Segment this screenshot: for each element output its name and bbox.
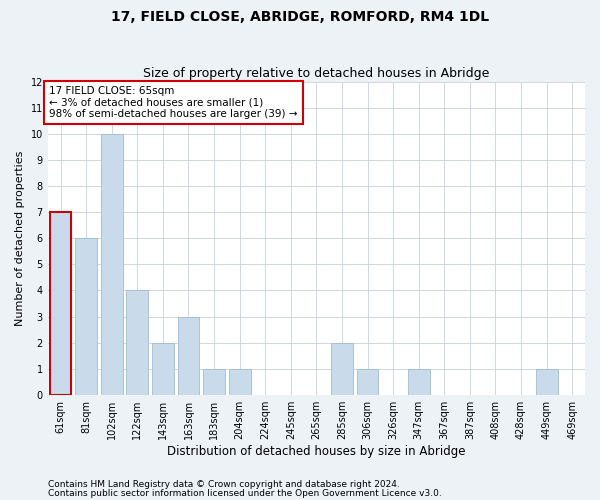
Bar <box>75 238 97 394</box>
Title: Size of property relative to detached houses in Abridge: Size of property relative to detached ho… <box>143 66 490 80</box>
Bar <box>203 368 225 394</box>
Text: 17, FIELD CLOSE, ABRIDGE, ROMFORD, RM4 1DL: 17, FIELD CLOSE, ABRIDGE, ROMFORD, RM4 1… <box>111 10 489 24</box>
Text: Contains HM Land Registry data © Crown copyright and database right 2024.: Contains HM Land Registry data © Crown c… <box>48 480 400 489</box>
Bar <box>331 342 353 394</box>
Bar <box>127 290 148 395</box>
Text: Contains public sector information licensed under the Open Government Licence v3: Contains public sector information licen… <box>48 490 442 498</box>
X-axis label: Distribution of detached houses by size in Abridge: Distribution of detached houses by size … <box>167 444 466 458</box>
Bar <box>356 368 379 394</box>
Y-axis label: Number of detached properties: Number of detached properties <box>15 150 25 326</box>
Bar <box>50 212 71 394</box>
Bar <box>152 342 174 394</box>
Text: 17 FIELD CLOSE: 65sqm
← 3% of detached houses are smaller (1)
98% of semi-detach: 17 FIELD CLOSE: 65sqm ← 3% of detached h… <box>49 86 298 119</box>
Bar <box>408 368 430 394</box>
Bar <box>178 316 199 394</box>
Bar <box>536 368 557 394</box>
Bar <box>101 134 122 394</box>
Bar <box>229 368 251 394</box>
